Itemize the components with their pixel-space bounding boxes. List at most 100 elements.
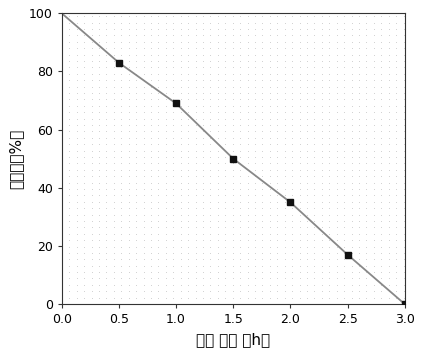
Point xyxy=(311,129,318,134)
Point xyxy=(371,90,377,96)
Point xyxy=(304,295,310,301)
Point xyxy=(356,186,363,192)
Point xyxy=(118,141,125,147)
Point xyxy=(96,135,102,141)
Point xyxy=(400,154,407,160)
Point xyxy=(118,109,125,115)
Point xyxy=(185,129,192,134)
Point xyxy=(229,289,236,294)
Point xyxy=(393,167,400,173)
Point xyxy=(393,180,400,185)
Point xyxy=(170,109,177,115)
Point xyxy=(385,237,392,243)
Point xyxy=(356,218,363,224)
Point xyxy=(162,301,169,307)
Point xyxy=(363,224,370,230)
Point xyxy=(274,45,280,51)
Point xyxy=(214,244,221,249)
Point xyxy=(319,109,325,115)
Point xyxy=(296,205,303,211)
Point xyxy=(73,160,80,166)
Point xyxy=(326,192,332,198)
Point xyxy=(170,135,177,141)
Point xyxy=(244,237,251,243)
Point xyxy=(378,231,385,236)
Point xyxy=(311,103,318,109)
Point xyxy=(88,154,95,160)
Point xyxy=(192,77,199,83)
Point xyxy=(333,129,340,134)
Point xyxy=(103,135,110,141)
Point xyxy=(259,71,266,77)
Point xyxy=(185,205,192,211)
Point xyxy=(356,263,363,268)
Point xyxy=(73,244,80,249)
Point xyxy=(281,180,288,185)
Point xyxy=(296,45,303,51)
Point xyxy=(378,275,385,281)
Point xyxy=(133,71,140,77)
Point xyxy=(66,129,73,134)
Point xyxy=(274,160,280,166)
Point xyxy=(385,154,392,160)
Point xyxy=(237,109,244,115)
Point xyxy=(259,180,266,185)
Point xyxy=(222,275,229,281)
Point xyxy=(319,45,325,51)
Point xyxy=(281,269,288,275)
Point xyxy=(207,186,214,192)
Point xyxy=(304,269,310,275)
Point xyxy=(214,97,221,102)
Point xyxy=(162,84,169,89)
Point xyxy=(58,154,65,160)
Point xyxy=(296,167,303,173)
Point xyxy=(304,237,310,243)
Point xyxy=(177,26,184,32)
Point xyxy=(110,180,117,185)
Point xyxy=(326,199,332,204)
Point xyxy=(259,224,266,230)
Point xyxy=(393,192,400,198)
Point xyxy=(281,205,288,211)
Point xyxy=(58,212,65,217)
Point xyxy=(88,52,95,58)
Point xyxy=(192,65,199,70)
Point xyxy=(326,58,332,64)
Point xyxy=(237,289,244,294)
Point xyxy=(274,135,280,141)
Point xyxy=(118,13,125,19)
Point xyxy=(207,129,214,134)
Point xyxy=(125,84,132,89)
Point xyxy=(162,97,169,102)
Point xyxy=(96,77,102,83)
Point xyxy=(110,212,117,217)
Point xyxy=(118,58,125,64)
Point xyxy=(81,237,88,243)
Point xyxy=(252,199,258,204)
Point xyxy=(155,218,162,224)
Point xyxy=(207,199,214,204)
Point xyxy=(319,20,325,26)
Point xyxy=(96,186,102,192)
Point xyxy=(222,20,229,26)
Point xyxy=(348,237,355,243)
Point xyxy=(58,237,65,243)
Point xyxy=(385,148,392,153)
Point xyxy=(200,39,206,45)
Point xyxy=(304,180,310,185)
Point xyxy=(341,218,348,224)
Point xyxy=(304,84,310,89)
Point xyxy=(81,109,88,115)
Point xyxy=(140,180,147,185)
Point xyxy=(229,97,236,102)
Point xyxy=(96,224,102,230)
Point xyxy=(252,269,258,275)
Y-axis label: 降解率（%）: 降解率（%） xyxy=(8,129,23,189)
Point xyxy=(229,116,236,121)
Point xyxy=(81,282,88,288)
Point xyxy=(274,301,280,307)
Point xyxy=(311,244,318,249)
Point xyxy=(400,244,407,249)
Point xyxy=(266,218,273,224)
Point xyxy=(192,135,199,141)
